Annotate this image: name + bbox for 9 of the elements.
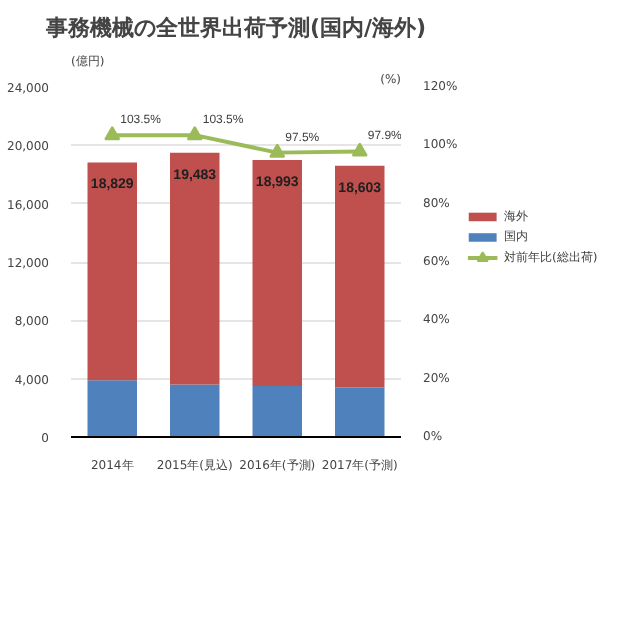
- bar: [87, 380, 137, 437]
- bar: [170, 384, 220, 437]
- bar: [252, 385, 302, 437]
- bar: [335, 165, 385, 388]
- bar: [87, 162, 137, 381]
- bar: [335, 387, 385, 437]
- bar: [252, 160, 302, 386]
- chart-title: 事務機械の全世界出荷予測(国内/海外): [43, 15, 427, 41]
- bar: [170, 152, 220, 385]
